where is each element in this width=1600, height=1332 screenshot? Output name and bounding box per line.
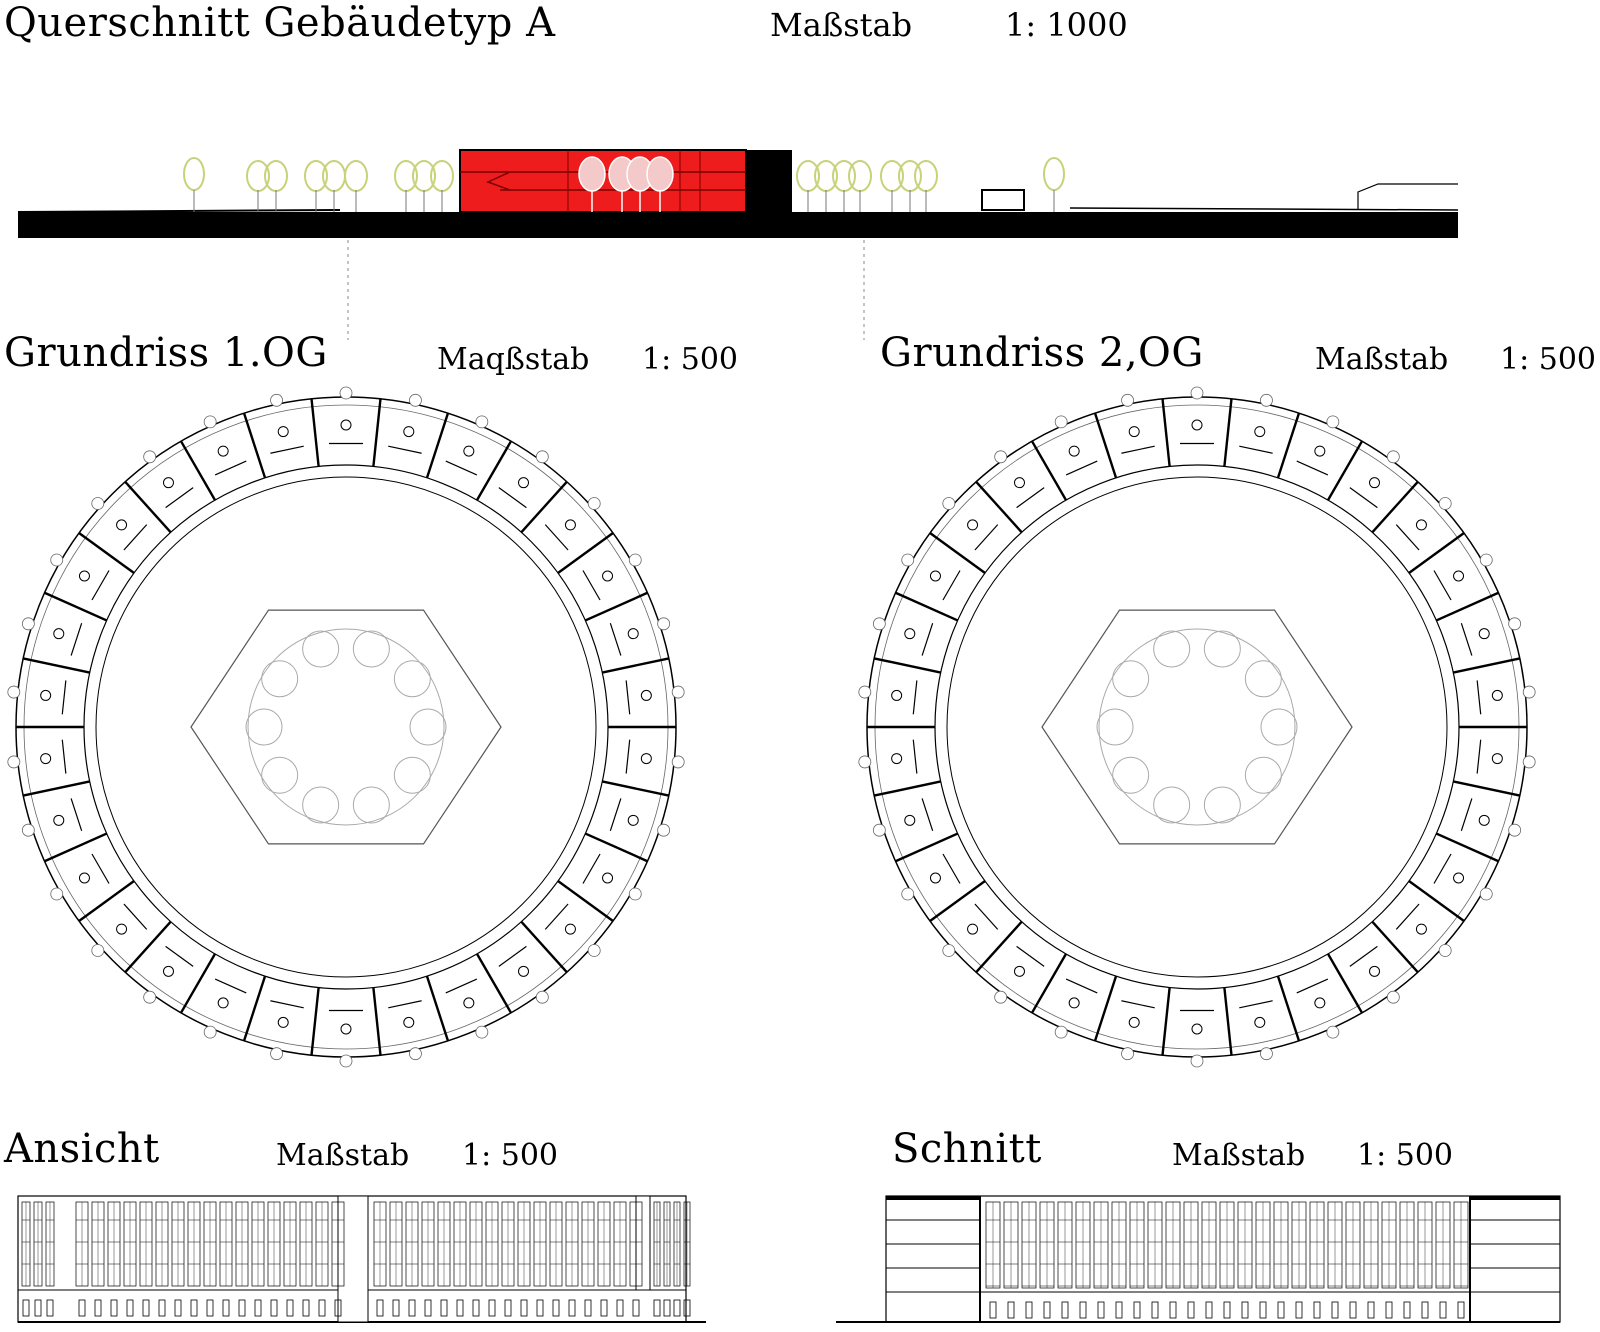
schnitt-scale-value: 1: 500: [1357, 1138, 1453, 1173]
grundriss2-scale-value: 1: 500: [1500, 342, 1596, 377]
schnitt-scale-label: Maßstab: [1172, 1138, 1306, 1173]
grundriss2-title: Grundriss 2,OG: [880, 330, 1204, 376]
ground-slab: [18, 212, 1458, 238]
ansicht-scale-label: Maßstab: [276, 1138, 410, 1173]
querschnitt-scale-label: Maßstab: [770, 6, 913, 44]
ansicht-drawing: [17, 1195, 706, 1323]
building-core: [746, 150, 792, 212]
querschnitt-scale-value: 1: 1000: [1005, 6, 1128, 44]
grundriss1-title: Grundriss 1.OG: [4, 330, 328, 376]
grundriss-1og-plan: [7, 386, 685, 1068]
ansicht-title: Ansicht: [4, 1126, 160, 1172]
schnitt-drawing: [836, 1195, 1561, 1323]
schnitt-title: Schnitt: [892, 1126, 1042, 1172]
grundriss1-scale-label: Maqßstab: [437, 342, 590, 377]
grundriss1-scale-value: 1: 500: [642, 342, 738, 377]
ansicht-scale-value: 1: 500: [462, 1138, 558, 1173]
grundriss-2og-plan: [858, 386, 1536, 1068]
querschnitt-title: Querschnitt Gebäudetyp A: [4, 0, 556, 46]
grundriss2-scale-label: Maßstab: [1315, 342, 1449, 377]
